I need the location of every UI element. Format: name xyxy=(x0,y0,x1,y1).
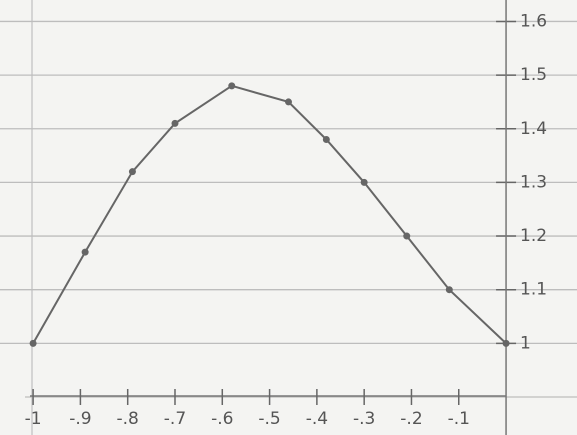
y-tick-label: 1.4 xyxy=(520,119,547,139)
x-tick-label: -.9 xyxy=(69,409,91,429)
x-tick-label: -.1 xyxy=(448,409,470,429)
x-tick-label: -.7 xyxy=(164,409,186,429)
data-point xyxy=(228,82,235,89)
data-point xyxy=(82,249,89,256)
y-tick-label: 1.6 xyxy=(520,11,547,31)
data-point xyxy=(503,340,510,347)
x-tick-label: -1 xyxy=(25,409,42,429)
y-tick-label: 1.3 xyxy=(520,172,547,192)
y-tick-label: 1.5 xyxy=(520,65,547,85)
y-tick-label: 1 xyxy=(520,333,531,353)
data-point xyxy=(446,286,453,293)
x-tick-label: -.3 xyxy=(353,409,375,429)
x-tick-label: -.6 xyxy=(211,409,233,429)
x-tick-label: -.4 xyxy=(306,409,328,429)
data-point xyxy=(129,168,136,175)
y-tick-label: 1.2 xyxy=(520,226,547,246)
y-tick-label: 1.1 xyxy=(520,280,547,300)
x-tick-label: -.5 xyxy=(258,409,280,429)
x-tick-label: -.8 xyxy=(117,409,139,429)
chart: 1 1.1 1.2 1.3 1.4 1.5 1.6 -1 -.9 -.8 -.7 -.6 -.5 -.4 -… xyxy=(0,0,577,435)
data-point xyxy=(361,179,368,186)
data-point xyxy=(323,136,330,143)
data-point xyxy=(171,120,178,127)
data-point xyxy=(403,233,410,240)
data-point xyxy=(30,340,37,347)
data-point xyxy=(285,98,292,105)
page: {"chart_data": {"type": "line", "x": [-1… xyxy=(0,0,577,435)
x-tick-label: -.2 xyxy=(400,409,422,429)
paper xyxy=(0,0,577,435)
